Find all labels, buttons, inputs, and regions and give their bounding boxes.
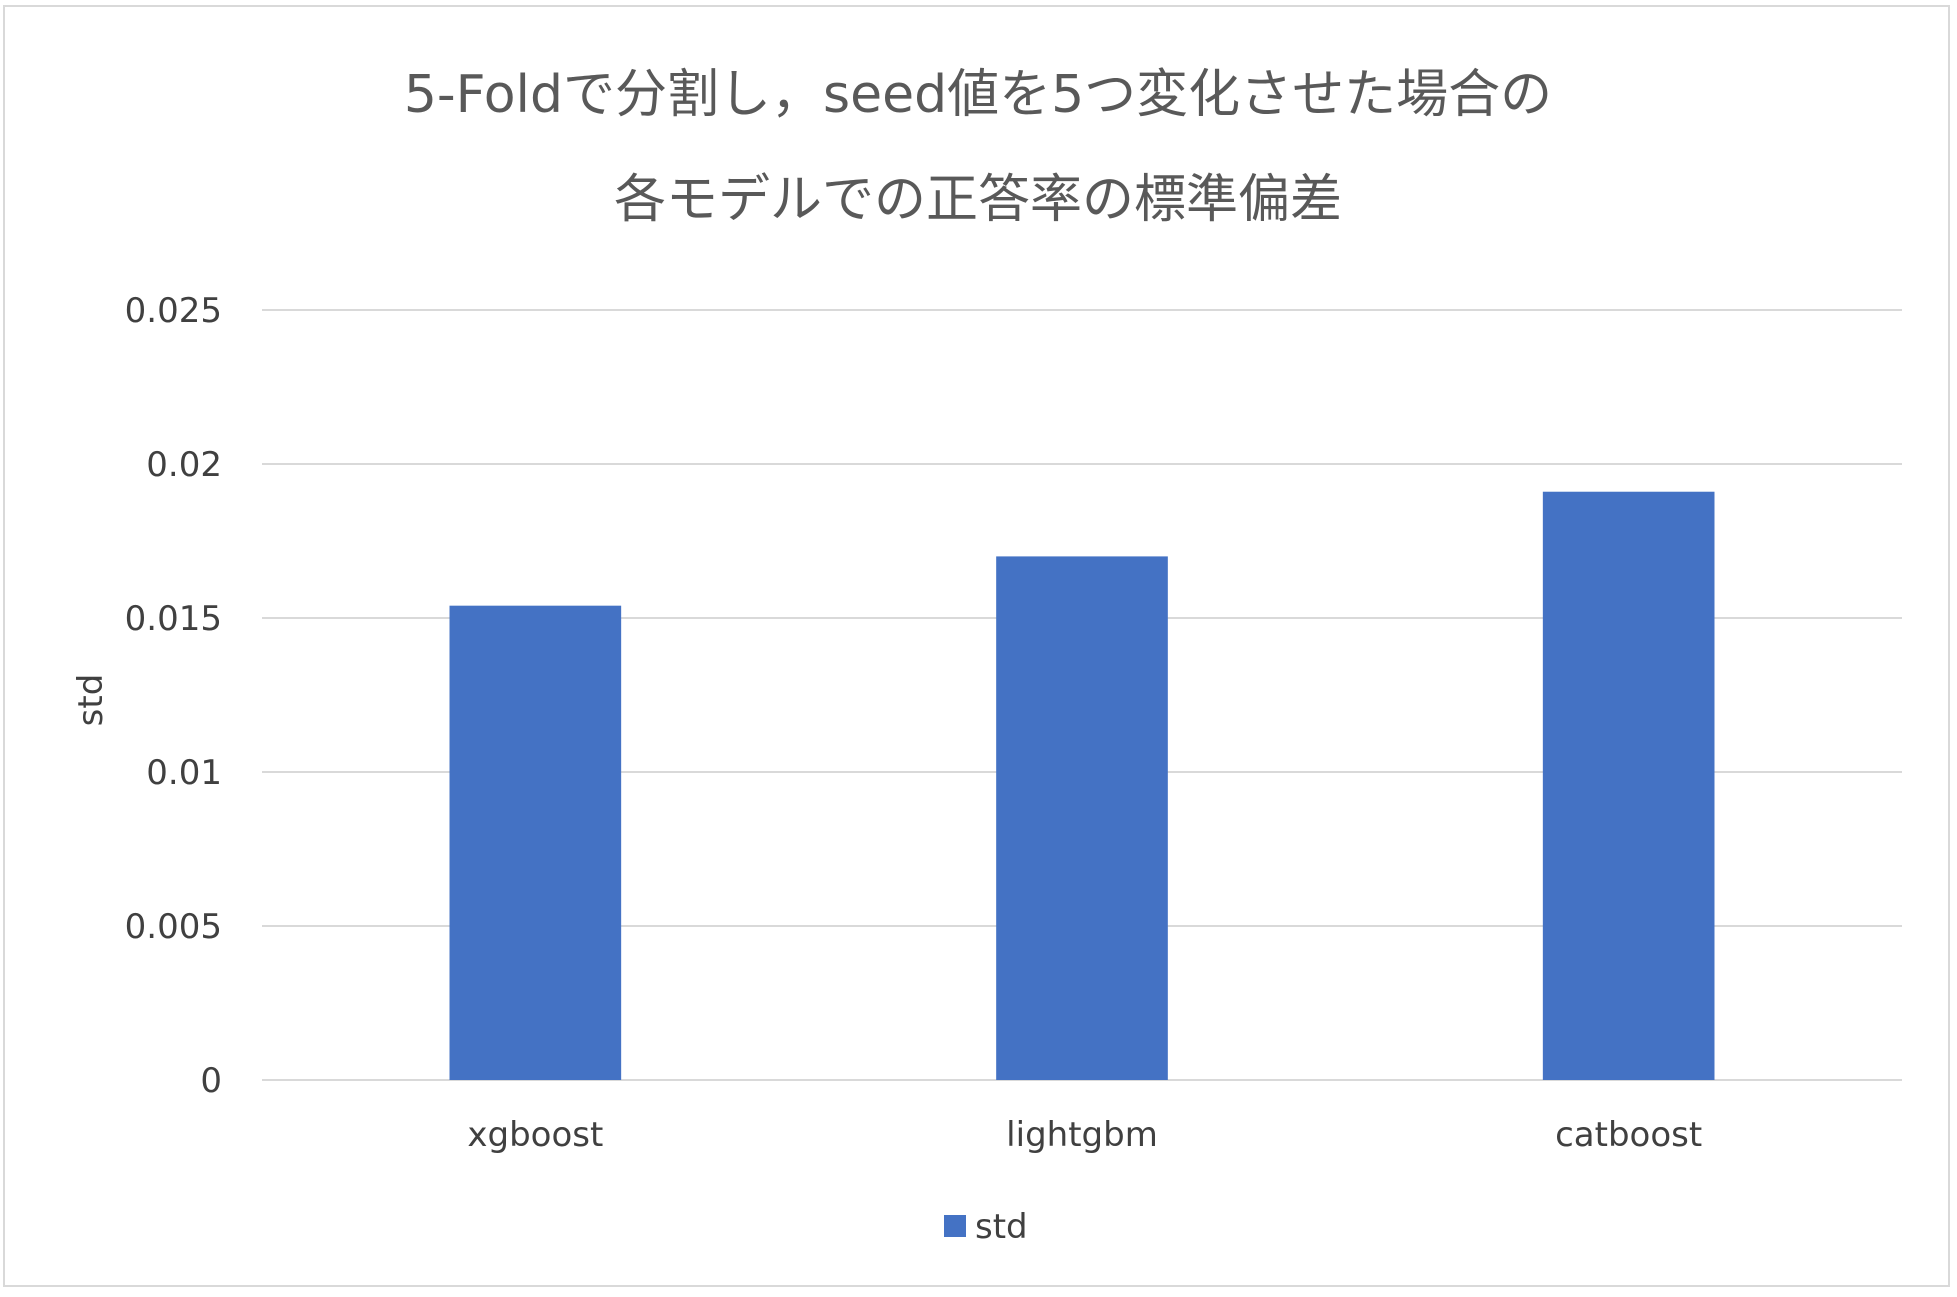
chart-title-line-1: 5-Foldで分割し，seed値を5つ変化させた場合の <box>404 65 1552 125</box>
bar-catboost <box>1542 491 1715 1081</box>
legend-swatch-std <box>944 1215 966 1237</box>
y-tick-label: 0.015 <box>125 599 222 639</box>
y-axis-title: std <box>71 674 111 727</box>
bars <box>449 491 1715 1081</box>
legend: std <box>944 1207 1028 1247</box>
y-tick-label: 0 <box>200 1061 222 1101</box>
bar-lightgbm <box>996 556 1168 1080</box>
x-tick-label-lightgbm: lightgbm <box>1006 1115 1158 1155</box>
chart-title-line-2: 各モデルでの正答率の標準偏差 <box>614 170 1342 230</box>
y-tick-label: 0.025 <box>125 291 222 331</box>
x-tick-label-xgboost: xgboost <box>467 1115 603 1155</box>
x-axis-ticks: xgboost lightgbm catboost <box>467 1115 1702 1155</box>
y-tick-label: 0.01 <box>146 753 222 793</box>
bar-xgboost <box>449 605 622 1080</box>
x-tick-label-catboost: catboost <box>1555 1115 1702 1155</box>
chart-title: 5-Foldで分割し，seed値を5つ変化させた場合の 各モデルでの正答率の標準… <box>404 65 1552 230</box>
y-axis-ticks: 0 0.005 0.01 0.015 0.02 0.025 <box>125 291 222 1101</box>
y-tick-label: 0.005 <box>125 907 222 947</box>
legend-label-std: std <box>975 1207 1028 1247</box>
y-tick-label: 0.02 <box>146 445 222 485</box>
